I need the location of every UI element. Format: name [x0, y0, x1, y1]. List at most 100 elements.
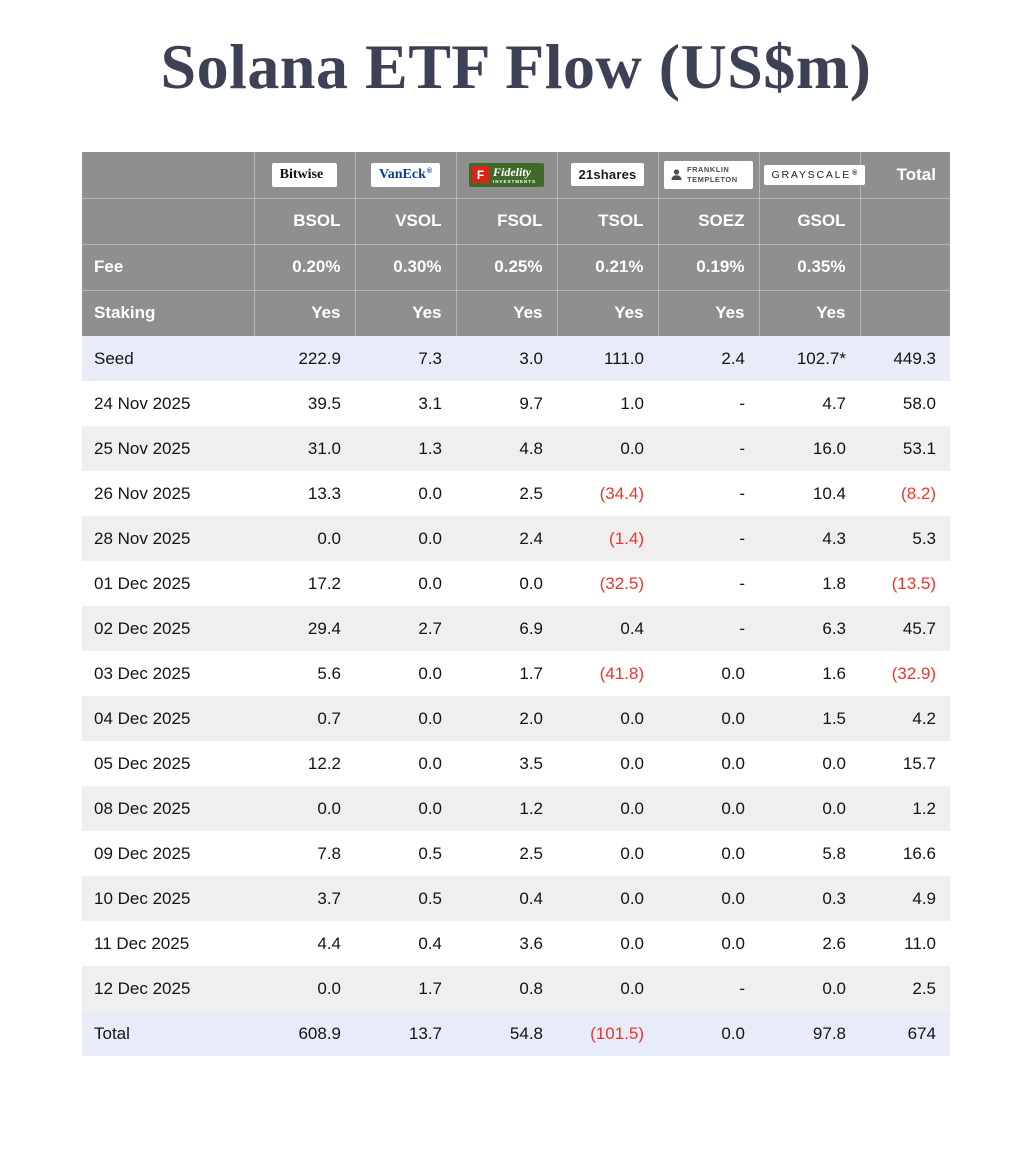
cell-value: (1.4): [557, 516, 658, 561]
cell-value: 2.6: [759, 921, 860, 966]
cell-value: 2.4: [456, 516, 557, 561]
cell-value: 0.0: [658, 1011, 759, 1056]
cell-value: (41.8): [557, 651, 658, 696]
grayscale-logo-text: GRAYSCALE: [771, 168, 852, 181]
issuer-cell-vaneck: VanEck ®: [355, 152, 457, 199]
cell-value: -: [658, 471, 759, 516]
issuer-logo-row: Bitwise ® VanEck ® F Fidelity INVESTMENTS: [82, 152, 950, 199]
cell-value: (32.9): [860, 651, 950, 696]
cell-value: 54.8: [456, 1011, 557, 1056]
cell-value: 4.9: [860, 876, 950, 921]
cell-value: 2.5: [456, 471, 557, 516]
page-title: Solana ETF Flow (US$m): [160, 31, 872, 102]
fidelity-logo-subtext: INVESTMENTS: [492, 178, 536, 184]
cell-value: 0.0: [557, 786, 658, 831]
cell-value: 7.3: [355, 336, 456, 381]
cell-value: 0.7: [254, 696, 355, 741]
cell-value: 2.0: [456, 696, 557, 741]
cell-value: 0.0: [355, 651, 456, 696]
cell-value: 53.1: [860, 426, 950, 471]
cell-value: 449.3: [860, 336, 950, 381]
cell-value: 1.6: [759, 651, 860, 696]
fee-value: 0.19%: [658, 244, 760, 291]
cell-value: 1.5: [759, 696, 860, 741]
row-label: 11 Dec 2025: [82, 921, 254, 966]
cell-value: 608.9: [254, 1011, 355, 1056]
fidelity-logo: F Fidelity INVESTMENTS: [468, 162, 544, 187]
cell-value: 4.2: [860, 696, 950, 741]
fee-value: 0.21%: [557, 244, 659, 291]
ticker-tsol: TSOL: [557, 198, 659, 245]
row-label: 05 Dec 2025: [82, 741, 254, 786]
cell-value: 1.7: [355, 966, 456, 1011]
grayscale-logo: GRAYSCALE ®: [763, 164, 866, 186]
table-row: 25 Nov 2025 31.0 1.3 4.8 0.0-16.0 53.1: [82, 426, 950, 471]
cell-value: 1.0: [557, 381, 658, 426]
row-label: 08 Dec 2025: [82, 786, 254, 831]
cell-value: (32.5): [557, 561, 658, 606]
ticker-row: BSOL VSOL FSOL TSOL SOEZ GSOL: [82, 198, 950, 245]
cell-value: 97.8: [759, 1011, 860, 1056]
cell-value: 0.0: [557, 966, 658, 1011]
cell-value: 4.3: [759, 516, 860, 561]
ticker-gsol: GSOL: [759, 198, 861, 245]
cell-value: 0.0: [456, 561, 557, 606]
21shares-logo: 21shares: [570, 163, 645, 187]
registered-mark: ®: [426, 167, 433, 175]
cell-value: 15.7: [860, 741, 950, 786]
registered-mark: ®: [852, 169, 858, 177]
cell-value: 0.0: [658, 786, 759, 831]
header-empty-cell: [82, 198, 255, 245]
cell-value: 16.6: [860, 831, 950, 876]
table-row: 08 Dec 2025 0.0 0.0 1.2 0.0 0.0 0.0 1.2: [82, 786, 950, 831]
cell-value: 39.5: [254, 381, 355, 426]
cell-value: 0.0: [658, 921, 759, 966]
cell-value: 1.7: [456, 651, 557, 696]
cell-value: 0.0: [355, 516, 456, 561]
cell-value: 0.4: [557, 606, 658, 651]
row-label: 26 Nov 2025: [82, 471, 254, 516]
row-label: 04 Dec 2025: [82, 696, 254, 741]
table-row: 03 Dec 2025 5.6 0.0 1.7 (41.8) 0.0 1.6 (32.9): [82, 651, 950, 696]
cell-value: 5.8: [759, 831, 860, 876]
cell-value: 2.7: [355, 606, 456, 651]
table-row: Seed 222.9 7.3 3.0 111.0 2.4 102.7* 449.3: [82, 336, 950, 381]
cell-value: (8.2): [860, 471, 950, 516]
cell-value: 0.0: [355, 471, 456, 516]
row-label: Total: [82, 1011, 254, 1056]
cell-value: 45.7: [860, 606, 950, 651]
cell-value: -: [658, 426, 759, 471]
staking-value: Yes: [254, 290, 356, 336]
cell-value: 10.4: [759, 471, 860, 516]
ticker-vsol: VSOL: [355, 198, 457, 245]
cell-value: 0.0: [254, 966, 355, 1011]
cell-value: 0.0: [557, 921, 658, 966]
fidelity-f-mark: F: [471, 166, 489, 184]
table-row: 12 Dec 2025 0.0 1.7 0.8 0.0-0.0 2.5: [82, 966, 950, 1011]
cell-value: 3.1: [355, 381, 456, 426]
row-label: 10 Dec 2025: [82, 876, 254, 921]
cell-value: 102.7*: [759, 336, 860, 381]
cell-value: 6.3: [759, 606, 860, 651]
table-row: 28 Nov 2025 0.0 0.0 2.4 (1.4) -4.3 5.3: [82, 516, 950, 561]
table-row: 04 Dec 2025 0.7 0.0 2.0 0.0 0.0 1.5 4.2: [82, 696, 950, 741]
cell-value: 6.9: [456, 606, 557, 651]
ticker-soez: SOEZ: [658, 198, 760, 245]
cell-value: 31.0: [254, 426, 355, 471]
total-column-header: Total: [860, 152, 950, 199]
vaneck-logo: VanEck ®: [370, 162, 441, 187]
cell-value: 4.4: [254, 921, 355, 966]
page: Solana ETF Flow (US$m) Bitwise ® VanEck ®: [0, 30, 1032, 1056]
cell-value: 0.0: [557, 831, 658, 876]
cell-value: 0.0: [658, 651, 759, 696]
table-row: 01 Dec 2025 17.2 0.0 0.0 (32.5) -1.8 (13.5): [82, 561, 950, 606]
fee-value: 0.20%: [254, 244, 356, 291]
cell-value: 4.8: [456, 426, 557, 471]
cell-value: 0.0: [355, 561, 456, 606]
cell-value: -: [658, 966, 759, 1011]
cell-value: 2.5: [456, 831, 557, 876]
cell-value: 0.0: [254, 786, 355, 831]
staking-value: Yes: [557, 290, 659, 336]
cell-value: 3.5: [456, 741, 557, 786]
cell-value: (101.5): [557, 1011, 658, 1056]
